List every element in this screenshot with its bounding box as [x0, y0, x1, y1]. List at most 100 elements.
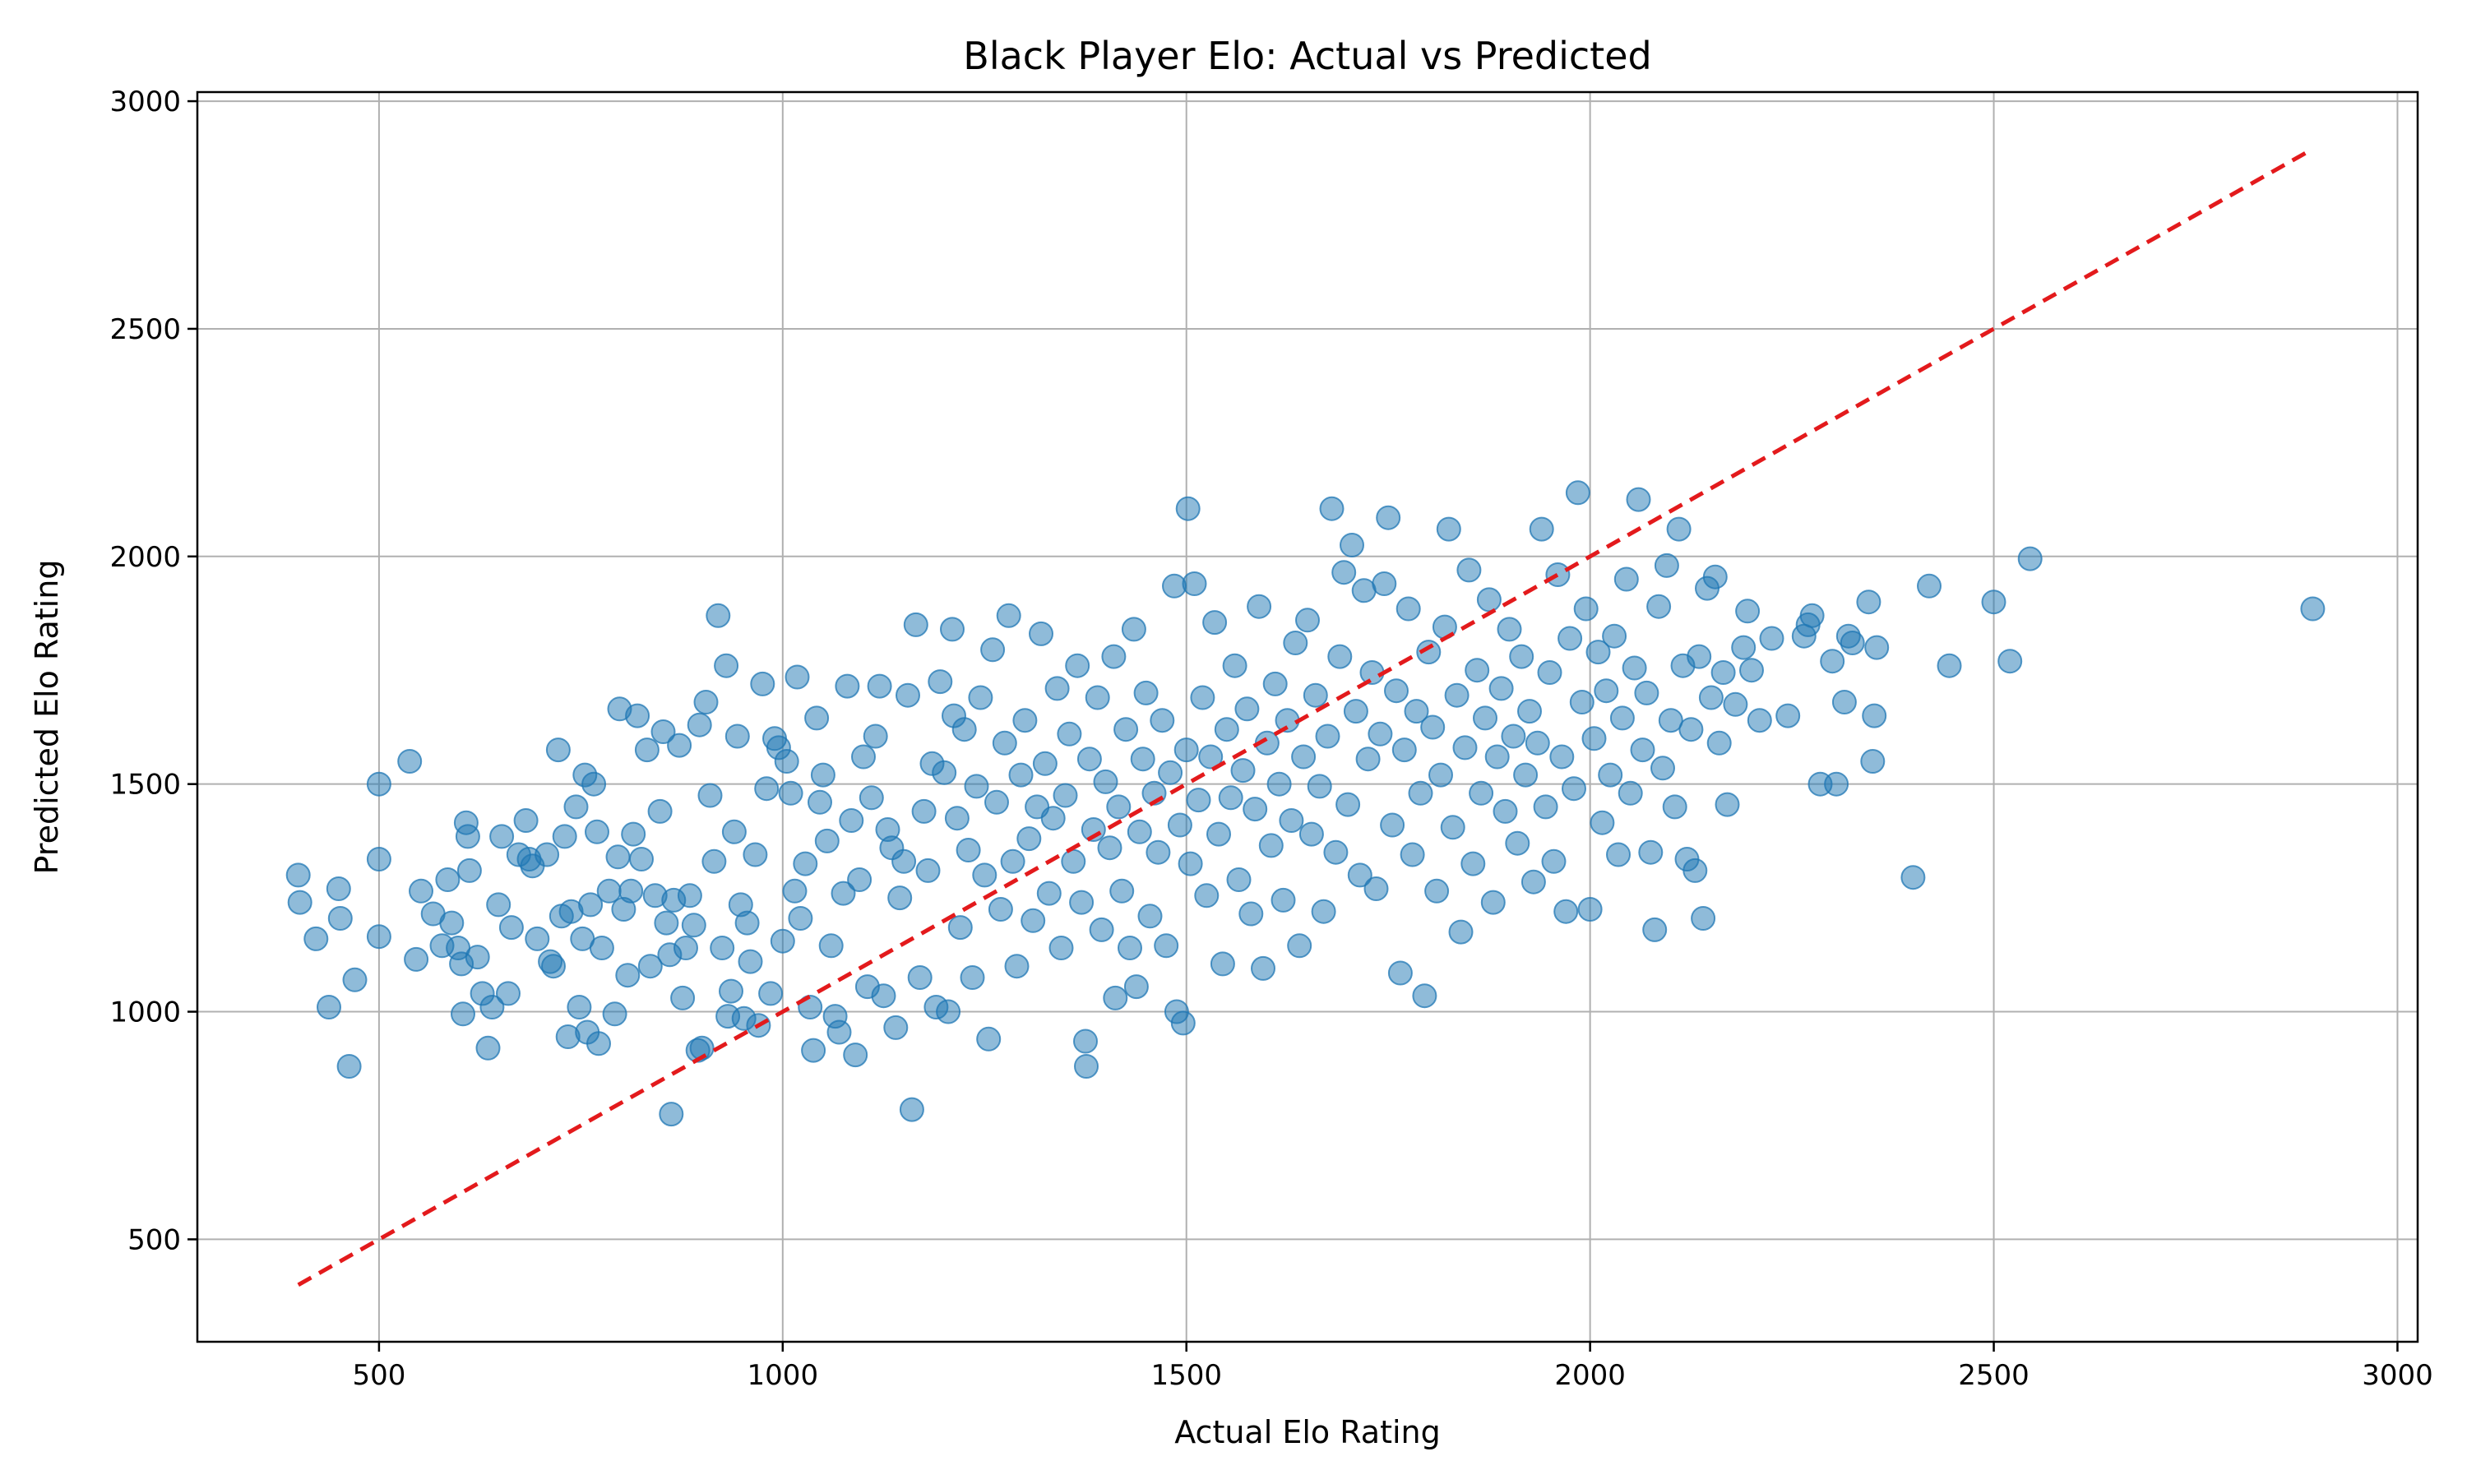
data-point [1715, 792, 1740, 817]
data-point [984, 789, 1009, 815]
data-point [907, 965, 933, 990]
data-point [1210, 951, 1235, 977]
data-point [1243, 797, 1268, 822]
data-point [964, 774, 989, 799]
data-point [758, 981, 784, 1006]
data-point [1323, 839, 1349, 865]
y-tick-label: 2000 [109, 541, 181, 574]
data-point [1420, 714, 1446, 740]
data-point [1076, 747, 1102, 772]
data-point [1218, 785, 1243, 811]
data-point [563, 794, 589, 820]
data-point [1452, 735, 1478, 760]
data-point [1573, 596, 1599, 622]
data-point [1687, 644, 1712, 669]
data-point [326, 876, 351, 901]
data-point [1331, 560, 1357, 585]
data-point [851, 744, 876, 770]
data-point [1824, 771, 1849, 797]
data-point [1622, 655, 1647, 681]
data-point [1723, 691, 1748, 717]
data-point [818, 933, 844, 959]
x-tick-label: 1500 [1150, 1359, 1222, 1392]
data-point [734, 910, 760, 936]
data-point [859, 785, 884, 811]
data-point [1291, 744, 1317, 770]
data-point [629, 847, 654, 871]
chart-title: Black Player Elo: Actual vs Predicted [963, 34, 1651, 78]
data-point [1103, 985, 1128, 1010]
data-point [681, 913, 706, 938]
data-point [1404, 699, 1429, 724]
data-point [670, 985, 696, 1010]
data-point [1057, 721, 1082, 747]
data-point [1004, 954, 1030, 979]
data-point [605, 844, 631, 870]
y-axis-label: Predicted Elo Rating [29, 560, 65, 875]
data-point [793, 851, 818, 876]
data-point [1412, 983, 1437, 1009]
data-point [1981, 589, 2006, 615]
data-point [719, 978, 743, 1004]
data-point [1262, 671, 1288, 696]
data-point [1170, 1010, 1196, 1036]
data-point [1618, 780, 1643, 806]
data-point [687, 712, 712, 737]
data-point [1029, 621, 1053, 646]
x-tick-label: 1000 [748, 1359, 819, 1392]
data-point [1202, 610, 1228, 636]
data-point [647, 798, 673, 824]
data-point [721, 819, 747, 844]
data-point [1820, 649, 1845, 674]
data-point [1167, 812, 1192, 838]
data-point [1012, 708, 1038, 733]
data-point [1537, 660, 1562, 685]
data-point [1340, 533, 1364, 557]
data-point [968, 685, 993, 710]
data-point [1545, 562, 1571, 587]
data-point [1739, 658, 1764, 683]
data-point [887, 885, 913, 911]
data-point [1391, 737, 1417, 763]
data-point [1408, 780, 1433, 806]
data-point [710, 936, 735, 960]
data-point [1283, 631, 1308, 655]
data-point [1376, 505, 1401, 530]
data-point [1113, 717, 1139, 742]
data-point [804, 705, 830, 731]
data-point [956, 838, 981, 862]
data-point [1158, 760, 1183, 785]
data-point [397, 749, 423, 774]
data-point [1089, 917, 1114, 942]
data-point [1106, 794, 1132, 820]
data-point [1997, 649, 2023, 674]
data-point [1372, 571, 1397, 596]
data-point [1101, 644, 1127, 669]
data-point [1602, 623, 1627, 649]
data-point [1069, 890, 1095, 915]
data-point [1517, 699, 1542, 724]
data-point [1121, 617, 1146, 642]
data-point [1093, 769, 1118, 794]
plot-area-frame [196, 90, 2419, 1343]
data-point [404, 946, 429, 972]
data-point [552, 824, 577, 849]
data-point [743, 842, 768, 867]
data-point [940, 617, 965, 642]
data-point [1505, 830, 1530, 856]
data-point [911, 798, 937, 824]
x-axis-label: Actual Elo Rating [1174, 1414, 1441, 1450]
data-point [1307, 774, 1332, 799]
data-point [1436, 516, 1461, 542]
data-point [1247, 594, 1272, 619]
data-point [1234, 696, 1260, 722]
data-point [1533, 794, 1558, 820]
data-point [455, 824, 480, 849]
data-point [1380, 812, 1405, 838]
data-point [1048, 936, 1074, 960]
data-point [1198, 744, 1224, 770]
data-point [1590, 810, 1615, 835]
data-point [1654, 552, 1679, 578]
